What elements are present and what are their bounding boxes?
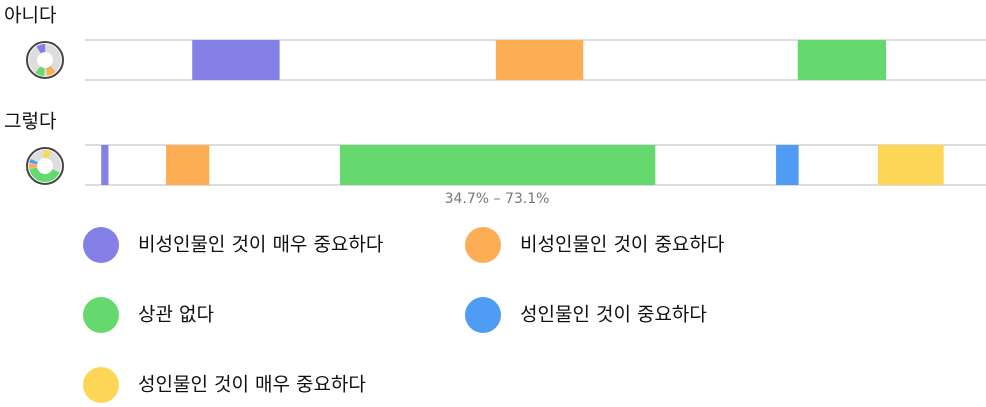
row-icon [26, 41, 64, 79]
segment [339, 145, 656, 185]
legend-label: 성인물인 것이 중요하다 [520, 304, 707, 326]
segment [166, 145, 210, 185]
legend-swatch [465, 297, 501, 333]
row-label: 그렇다 [4, 111, 56, 133]
segment [877, 145, 944, 185]
segment [101, 145, 109, 185]
legend-swatch [83, 297, 119, 333]
segment [495, 40, 584, 80]
segment [776, 145, 799, 185]
legend-swatch [465, 227, 501, 263]
legend-label: 성인물인 것이 매우 중요하다 [138, 374, 366, 396]
range-annotation: 34.7% – 73.1% [445, 191, 550, 207]
row-icon [26, 147, 64, 185]
legend-label: 비성인물인 것이 매우 중요하다 [138, 234, 383, 256]
legend-label: 상관 없다 [138, 304, 214, 326]
legend-label: 비성인물인 것이 중요하다 [520, 234, 724, 256]
segment [797, 40, 886, 80]
legend-swatch [83, 227, 119, 263]
segment [192, 40, 280, 80]
row-label: 아니다 [4, 5, 56, 27]
legend-swatch [83, 367, 119, 403]
